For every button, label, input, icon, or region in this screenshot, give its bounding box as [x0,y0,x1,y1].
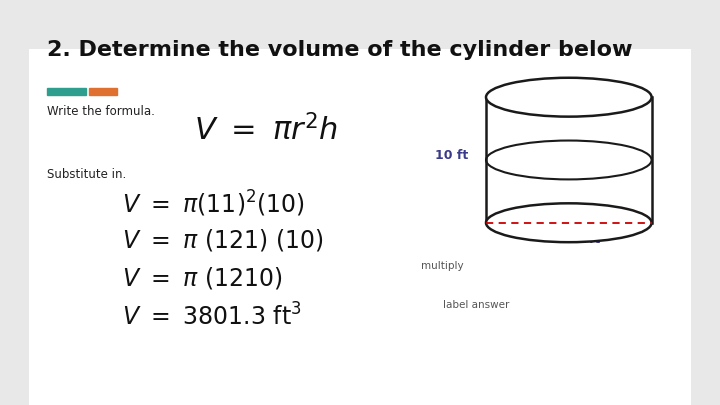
Text: 10 ft: 10 ft [435,149,468,162]
Ellipse shape [486,203,652,242]
Bar [47,88,86,95]
Text: label answer: label answer [443,300,509,310]
Text: 2. Determine the volume of the cylinder below: 2. Determine the volume of the cylinder … [47,40,632,60]
Text: multiply: multiply [421,261,464,271]
Text: Write the formula.: Write the formula. [47,105,155,118]
Text: $V \ = \ \pi (11)^2(10)$: $V \ = \ \pi (11)^2(10)$ [122,188,305,219]
Text: 22 ft: 22 ft [567,233,600,246]
Text: $V \ = \ \pi \ (121) \ (10)$: $V \ = \ \pi \ (121) \ (10)$ [122,227,325,253]
Text: Substitute in.: Substitute in. [47,168,126,181]
Text: $V \ = \ \pi r^2 h$: $V \ = \ \pi r^2 h$ [194,113,338,146]
Text: $V \ = \ 3801.3 \ \mathrm{ft}^3$: $V \ = \ 3801.3 \ \mathrm{ft}^3$ [122,304,302,331]
Ellipse shape [486,78,652,117]
Text: $V \ = \ \pi \ (1210)$: $V \ = \ \pi \ (1210)$ [122,265,283,291]
FancyBboxPatch shape [29,49,691,405]
Bar [89,88,117,95]
